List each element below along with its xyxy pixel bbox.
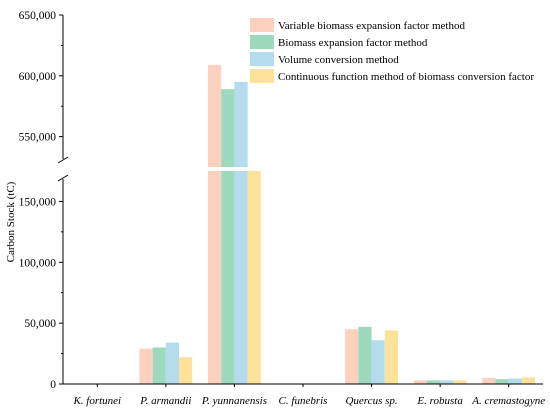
bar-6-3	[521, 377, 536, 384]
y-tick-label: 50,000	[24, 318, 56, 330]
bar-4-2	[371, 340, 385, 384]
legend-swatch	[250, 69, 274, 83]
y-tick-label: 650,000	[19, 10, 57, 22]
legend-swatch	[250, 52, 274, 66]
bar-2-0-upper	[208, 64, 222, 167]
bar-5-0	[413, 380, 427, 384]
bar-4-1	[358, 326, 372, 384]
bar-5-1	[426, 380, 441, 384]
legend-swatch	[250, 35, 274, 49]
y-ticks-layer: 0 50,000 100,000 150,000 550,000 600,000 650,0…	[19, 10, 63, 391]
bar-1-3	[179, 357, 193, 384]
bar-6-1	[495, 379, 509, 384]
bar-1-1	[152, 347, 166, 384]
bar-4-3	[384, 330, 398, 384]
x-category-label: C. funebris	[279, 395, 328, 407]
bar-2-1-upper	[221, 89, 235, 167]
legend-label: Variable biomass expansion factor method	[278, 20, 465, 32]
x-category-label: K. fortunei	[72, 395, 121, 407]
bar-1-2	[165, 342, 180, 384]
bar-1-0	[139, 348, 153, 384]
y-tick-label: 150,000	[19, 196, 57, 208]
bar-2-1-lower	[221, 171, 235, 384]
bar-2-2-lower	[234, 171, 248, 384]
bar-6-0	[482, 377, 496, 384]
y-axis-title: Carbon Stock (tC)	[5, 181, 17, 262]
axis-break-mark-lower	[57, 174, 69, 182]
bar-5-3	[453, 380, 467, 384]
y-tick-label: 100,000	[19, 257, 57, 269]
legend: Variable biomass expansion factor method…	[250, 18, 534, 83]
axis-break-mark-upper	[57, 156, 69, 164]
y-tick-label: 600,000	[19, 71, 57, 83]
legend-label: Volume conversion method	[278, 54, 399, 66]
y-tick-label: 0	[50, 379, 56, 391]
bar-5-2	[440, 380, 454, 384]
legend-swatch	[250, 18, 274, 32]
y-tick-label: 550,000	[19, 132, 57, 144]
bar-2-0-lower	[208, 171, 222, 384]
x-category-labels: K. fortunei P. armandii P. yunnanensis C. f…	[72, 384, 545, 407]
bar-6-2	[508, 378, 522, 384]
bar-2-2-upper	[234, 81, 248, 167]
bars-layer	[139, 64, 536, 384]
legend-label: Biomass expansion factor method	[278, 37, 428, 49]
bar-2-3	[247, 171, 261, 384]
x-category-label: E. robusta	[416, 395, 463, 407]
x-category-label: Quercus sp.	[345, 395, 397, 407]
x-category-label: P. armandii	[139, 395, 191, 407]
x-category-label: P. yunnanensis	[201, 395, 267, 407]
legend-label: Continuous function method of biomass co…	[278, 71, 534, 83]
bar-4-0	[345, 329, 359, 384]
x-category-label: A. cremastogyne	[471, 395, 545, 407]
